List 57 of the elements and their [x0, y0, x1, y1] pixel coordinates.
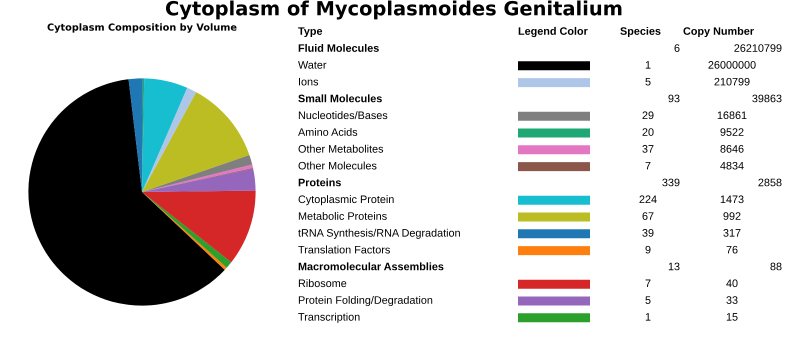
data-label: 37: [642, 145, 654, 153]
data-label: 67: [642, 212, 654, 220]
category-label: Small Molecules: [298, 94, 382, 102]
data-label: 39: [642, 229, 654, 237]
text: Cytoplasm of Mycoplasmoides Genitalium: [166, 0, 622, 20]
data-label: 1473: [720, 195, 744, 204]
category-label: Ions: [299, 78, 318, 86]
category-label: Nucleotides/Bases: [298, 111, 388, 120]
data-label: 39863: [752, 94, 782, 102]
data-label: 992: [723, 212, 740, 220]
data-label: 9: [645, 246, 650, 254]
data-label: 8646: [720, 145, 744, 153]
category-label: Ribosome: [298, 279, 346, 288]
data-label: 29: [642, 111, 654, 120]
data-label: 88: [770, 262, 782, 270]
text: Type: [298, 27, 322, 38]
category-label: Cytoplasmic Protein: [298, 195, 394, 206]
chart-subtitle: Cytoplasm Composition by Volume: [48, 23, 237, 33]
category-label: Transcription: [298, 312, 360, 323]
category-label: Other Metabolites: [298, 144, 384, 153]
data-label: 33: [726, 296, 738, 304]
data-label: 26000000: [708, 61, 756, 69]
data-label: 317: [723, 229, 740, 237]
data-label: 13: [668, 262, 680, 270]
data-label: 5: [645, 78, 651, 86]
data-label: 40: [726, 279, 738, 288]
data-label: 6: [674, 44, 680, 52]
data-label: 7: [646, 162, 650, 170]
data-label: 15: [726, 313, 738, 321]
text: Copy Number: [683, 26, 754, 38]
data-label: 339: [662, 178, 680, 186]
text: Species: [620, 26, 661, 38]
data-label: 224: [640, 195, 657, 203]
data-label: 9522: [720, 128, 744, 136]
category-label: Macromolecular Assemblies: [298, 262, 444, 270]
category-label: Translation Factors: [298, 246, 390, 254]
category-label: Fluid Molecules: [298, 44, 379, 52]
text: Legend Color: [518, 26, 588, 38]
data-label: 1: [646, 313, 650, 321]
data-label: 93: [668, 94, 680, 102]
category-label: Amino Acids: [298, 128, 358, 136]
category-label: Water: [298, 61, 326, 69]
data-label: 16861: [718, 111, 747, 120]
category-label: tRNA Synthesis/RNA Degradation: [298, 228, 460, 239]
data-label: 5: [645, 296, 651, 304]
data-label: 7: [646, 280, 650, 287]
category-label: Protein Folding/Degradation: [298, 296, 432, 306]
data-label: 4834: [720, 162, 744, 170]
data-label: 20: [642, 128, 654, 136]
category-label: Other Molecules: [298, 162, 376, 170]
data-label: 2858: [758, 178, 782, 186]
data-label: 76: [726, 246, 738, 254]
category-label: Metabolic Proteins: [298, 212, 387, 220]
data-label: 26210799: [734, 44, 782, 52]
data-label: 1: [646, 61, 650, 69]
data-label: 210799: [714, 78, 750, 86]
category-label: Proteins: [298, 178, 341, 186]
